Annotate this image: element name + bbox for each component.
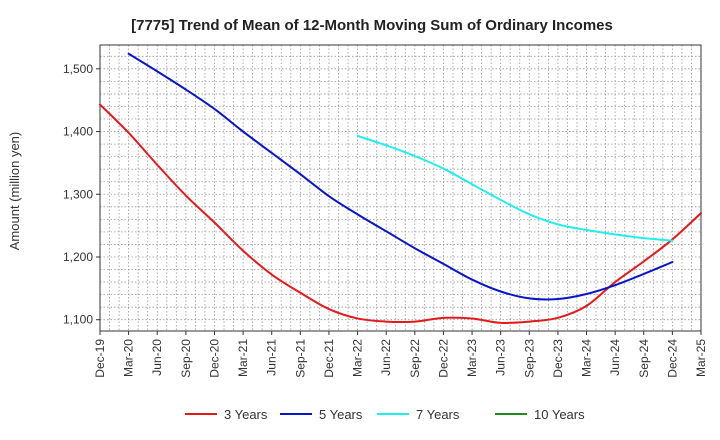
- x-tick-label: Sep-23: [522, 339, 536, 378]
- y-axis: 1,100 1,200 1,300 1,400 1,500: [63, 62, 100, 327]
- series-line-5-years: [127, 52, 674, 301]
- y-tick-label: 1,300: [63, 187, 93, 201]
- x-tick-label: Sep-22: [408, 339, 422, 378]
- x-tick-label: Dec-22: [436, 339, 450, 378]
- y-tick-label: 1,500: [63, 62, 93, 76]
- x-tick-label: Dec-19: [93, 339, 107, 378]
- x-tick-label: Jun-23: [494, 339, 508, 376]
- x-tick-label: Sep-20: [179, 339, 193, 378]
- x-tick-label: Dec-23: [551, 339, 565, 378]
- series-line-7-years: [356, 134, 674, 242]
- x-tick-label: Jun-22: [379, 339, 393, 376]
- x-tick-label: Sep-21: [293, 339, 307, 378]
- y-tick-label: 1,400: [63, 125, 93, 139]
- x-tick-label: Dec-21: [322, 339, 336, 378]
- legend: 3 Years 5 Years 7 Years 10 Years: [185, 407, 585, 422]
- x-tick-label: Sep-24: [637, 339, 651, 378]
- x-tick-label: Mar-20: [122, 339, 136, 377]
- x-tick-label: Mar-21: [236, 339, 250, 377]
- x-tick-label: Dec-20: [207, 339, 221, 378]
- legend-label-7-years: 7 Years: [416, 407, 460, 422]
- x-tick-label: Mar-25: [694, 339, 708, 377]
- grid: [100, 45, 701, 331]
- chart-title: [7775] Trend of Mean of 12-Month Moving …: [131, 17, 613, 34]
- x-tick-label: Jun-21: [265, 339, 279, 376]
- x-tick-label: Jun-24: [608, 339, 622, 376]
- x-tick-label: Mar-24: [580, 339, 594, 377]
- legend-label-10-years: 10 Years: [534, 407, 585, 422]
- x-tick-label: Jun-20: [150, 339, 164, 376]
- y-axis-title: Amount (million yen): [7, 132, 22, 251]
- plot-area: [99, 44, 702, 332]
- legend-label-3-years: 3 Years: [224, 407, 268, 422]
- x-tick-label: Dec-24: [665, 339, 679, 378]
- series-lines: [99, 52, 702, 324]
- y-tick-label: 1,200: [63, 250, 93, 264]
- x-tick-label: Mar-23: [465, 339, 479, 377]
- legend-label-5-years: 5 Years: [319, 407, 363, 422]
- series-line-3-years: [99, 103, 702, 324]
- x-axis: Dec-19 Mar-20 Jun-20 Sep-20 Dec-20 Mar-21 Jun-…: [93, 331, 708, 378]
- y-tick-label: 1,100: [63, 313, 93, 327]
- x-tick-label: Mar-22: [351, 339, 365, 377]
